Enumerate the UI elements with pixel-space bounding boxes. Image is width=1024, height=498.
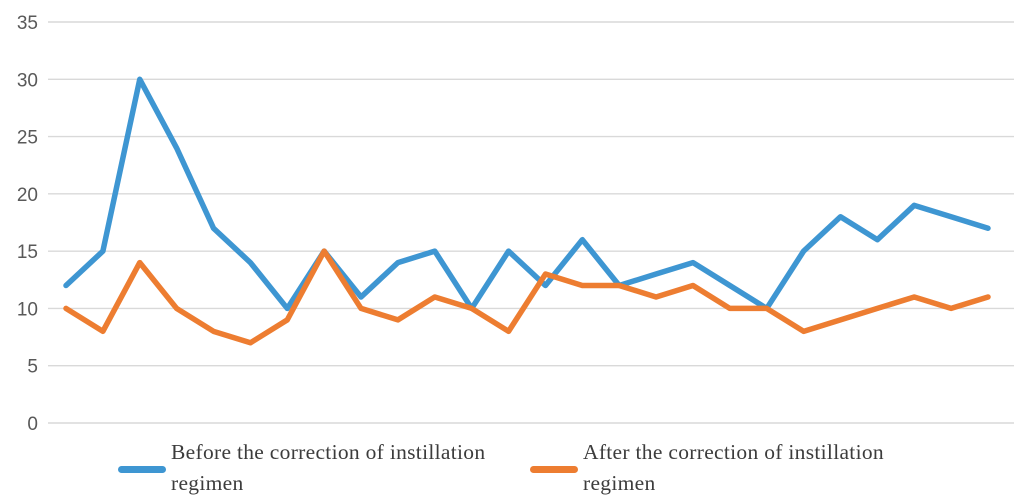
legend-label-before-line2: regimen xyxy=(171,471,244,495)
legend-item-after: After the correction of instillation reg… xyxy=(530,437,884,498)
series-line-before xyxy=(63,76,991,312)
y-axis-tick-label-0: 0 xyxy=(27,414,38,435)
legend-label-before-line1: Before the correction of instillation xyxy=(171,440,486,464)
y-axis-tick-label-35: 35 xyxy=(17,13,38,34)
legend-label-after-line1: After the correction of instillation xyxy=(583,440,884,464)
y-axis-tick-label-5: 5 xyxy=(27,357,38,378)
line-chart: 0 5 10 15 20 25 30 35 xyxy=(17,13,1014,435)
legend-label-after: After the correction of instillation reg… xyxy=(583,437,884,498)
legend: Before the correction of instillation re… xyxy=(0,437,1024,498)
y-axis-tick-label-30: 30 xyxy=(17,70,38,91)
y-axis-tick-label-20: 20 xyxy=(17,185,38,206)
y-axis-tick-label-15: 15 xyxy=(17,242,38,263)
legend-swatch-before xyxy=(118,466,166,473)
legend-label-before: Before the correction of instillation re… xyxy=(171,437,485,498)
y-axis-tick-label-10: 10 xyxy=(17,299,38,320)
legend-swatch-after xyxy=(530,466,578,473)
y-axis-tick-label-25: 25 xyxy=(17,128,38,149)
legend-label-after-line2: regimen xyxy=(583,471,656,495)
legend-item-before: Before the correction of instillation re… xyxy=(118,437,485,498)
series-line-after xyxy=(63,248,991,346)
